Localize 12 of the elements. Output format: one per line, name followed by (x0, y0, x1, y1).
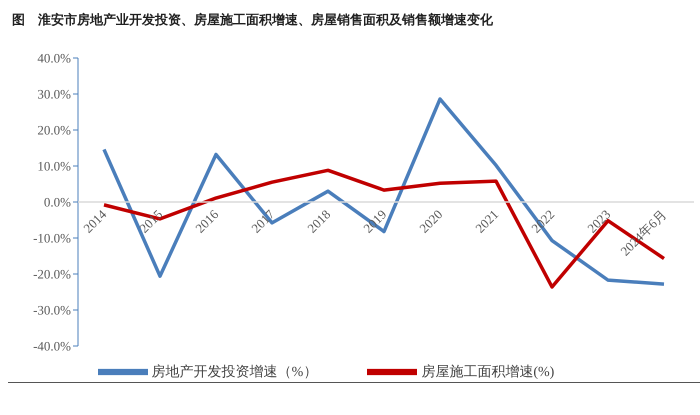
legend-label: 房屋施工面积增速(%) (421, 365, 554, 380)
legend-label: 房地产开发投资增速（%） (152, 365, 318, 380)
y-tick-label: -10.0% (33, 230, 72, 246)
y-tick-label: -20.0% (33, 266, 72, 282)
y-tick-label: -30.0% (33, 302, 72, 318)
y-tick-label: 20.0% (37, 122, 72, 138)
y-tick-label: 0.0% (44, 194, 72, 210)
y-tick-label: 10.0% (37, 158, 72, 174)
y-tick-label: 30.0% (37, 86, 72, 102)
chart-title: 图 淮安市房地产业开发投资、房屋施工面积增速、房屋销售面积及销售额增速变化 (11, 12, 494, 30)
y-tick-label: -40.0% (33, 338, 72, 354)
y-tick-label: 40.0% (37, 50, 72, 66)
